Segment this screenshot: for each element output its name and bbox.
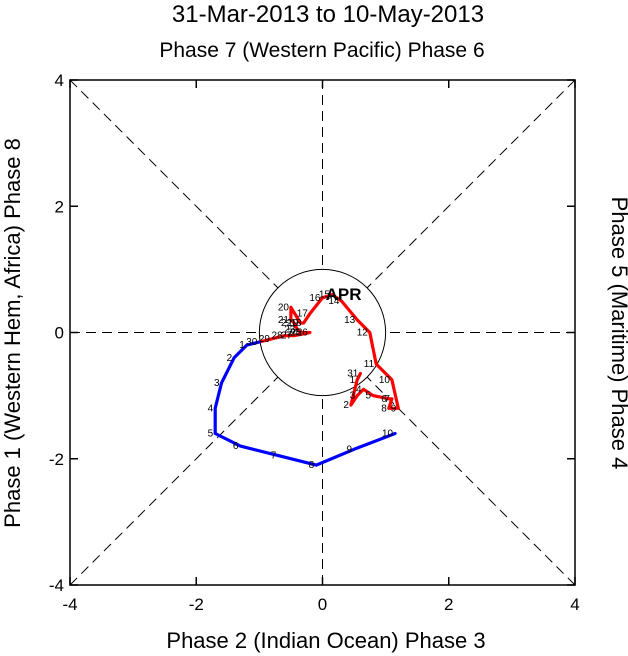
chart-title: 31-Mar-2013 to 10-May-2013 — [172, 1, 484, 28]
point-label: 31 — [347, 369, 359, 380]
point-label: 19 — [287, 318, 299, 329]
point-label: 2 — [227, 353, 233, 364]
point-label: 18 — [290, 318, 302, 329]
point-label: 21 — [278, 315, 290, 326]
point-label: 11 — [364, 359, 375, 370]
amplitude-circle — [258, 268, 387, 397]
point-label: 9 — [347, 444, 353, 455]
point-label: 8 — [309, 460, 315, 471]
x-tick-label: -4 — [62, 595, 77, 614]
point-label: 8 — [381, 403, 387, 414]
point-label: 4 — [356, 384, 362, 395]
series-line-may — [213, 340, 397, 467]
point-label: 2 — [343, 400, 349, 411]
y-tick-label: -2 — [49, 450, 64, 469]
month-label: APR — [326, 285, 362, 304]
point-label: 3 — [214, 378, 220, 389]
point-label: 14 — [328, 296, 340, 307]
series-line-april — [257, 293, 400, 410]
point-label: 5 — [208, 429, 214, 440]
point-label: 5 — [365, 391, 371, 402]
point-label: 10 — [382, 429, 394, 440]
point-label: 1 — [350, 375, 356, 386]
chart-subtitle: Phase 7 (Western Pacific) Phase 6 — [159, 39, 484, 62]
point-label: 9 — [391, 403, 397, 414]
point-label: 10 — [379, 375, 391, 386]
x-tick-label: 0 — [318, 595, 327, 614]
x-tick-label: -2 — [189, 595, 204, 614]
point-label: 13 — [344, 315, 356, 326]
point-label: 22 — [281, 318, 293, 329]
point-label: 29 — [259, 334, 271, 345]
point-label: 15 — [319, 290, 331, 301]
y-tick-label: 4 — [55, 71, 64, 90]
right-axis-label: Phase 5 (Maritime) Phase 4 — [607, 197, 628, 470]
x-tick-label: 2 — [444, 595, 453, 614]
x-axis-label: Phase 2 (Indian Ocean) Phase 3 — [166, 628, 485, 653]
point-label: 3 — [350, 391, 356, 402]
phase-guide-lines — [69, 79, 576, 586]
point-label: 30 — [246, 337, 258, 348]
point-label: 6 — [381, 394, 387, 405]
y-tick-label: -4 — [49, 576, 64, 595]
point-label: 25 — [290, 328, 302, 339]
x-tick-label: 4 — [570, 595, 579, 614]
point-label: 17 — [297, 309, 309, 320]
point-label: 7 — [271, 451, 277, 462]
point-label: 20 — [278, 302, 290, 313]
point-label: 16 — [309, 293, 321, 304]
series-layer — [213, 293, 400, 467]
y-tick-label: 2 — [55, 197, 64, 216]
point-label: 26 — [297, 328, 309, 339]
point-label: 23 — [284, 324, 296, 335]
y-tick-label: 0 — [55, 324, 64, 343]
point-label: 24 — [287, 328, 299, 339]
point-label: 1 — [239, 340, 245, 351]
point-label: 28 — [272, 331, 284, 342]
point-label: 4 — [208, 403, 214, 414]
y-axis-label: Phase 1 (Western Hem, Africa) Phase 8 — [0, 138, 25, 528]
point-label: 12 — [357, 328, 369, 339]
point-label: 27 — [281, 331, 293, 342]
point-label: 7 — [384, 394, 390, 405]
point-label: 6 — [233, 441, 239, 452]
